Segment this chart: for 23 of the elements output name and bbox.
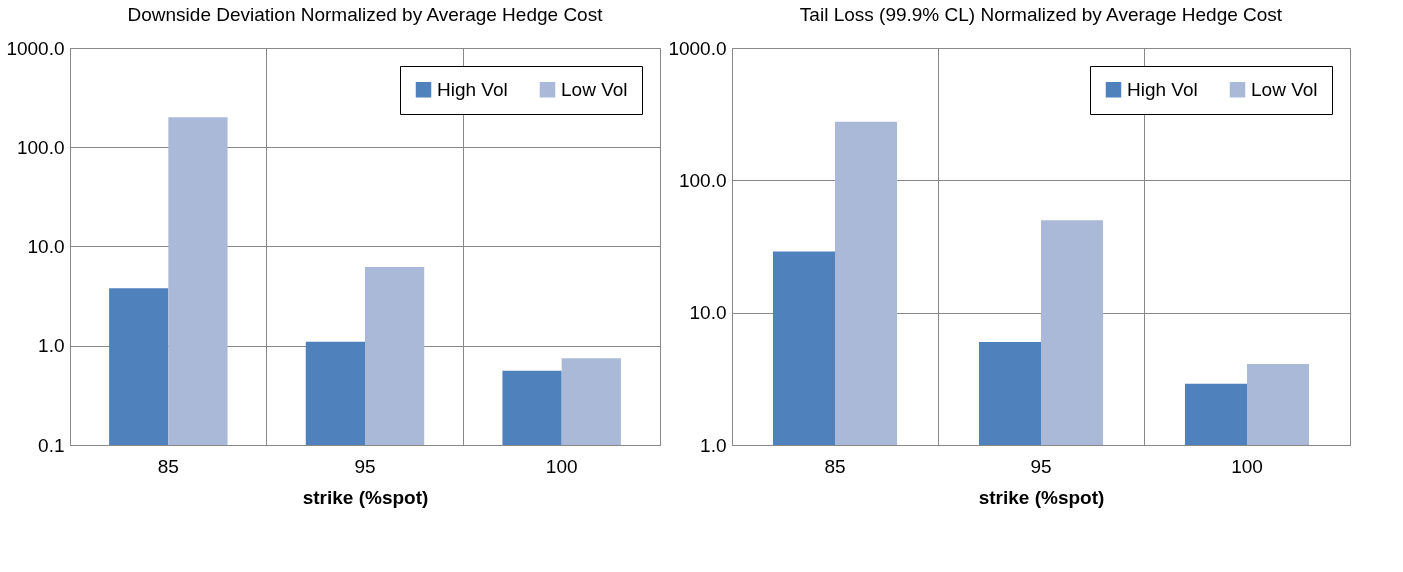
- x-tick-label: 100: [1231, 455, 1263, 477]
- y-tick-label: 100.0: [16, 136, 65, 158]
- y-tick-label: 10.0: [27, 236, 65, 257]
- x-axis-title: strike (%spot): [978, 486, 1105, 508]
- legend-label: High Vol: [1127, 78, 1198, 100]
- y-tick-label: 1000.0: [668, 37, 727, 59]
- y-tick-label: 1.0: [38, 335, 65, 357]
- x-tick-label: 95: [1030, 455, 1052, 477]
- y-tick-label: 1000.0: [6, 37, 65, 59]
- y-tick-label: 1.0: [700, 434, 727, 456]
- y-tick-label: 100.0: [678, 169, 727, 191]
- legend-label: Low Vol: [1251, 78, 1318, 100]
- chart-title: Downside Deviation Normalized by Average Hedge Cost: [127, 4, 604, 25]
- x-tick-label: 85: [824, 455, 846, 477]
- y-tick-label: 0.1: [38, 434, 65, 456]
- x-tick-label: 100: [545, 455, 578, 477]
- legend-label: Low Vol: [561, 78, 628, 100]
- chart-title: Tail Loss (99.9% CL) Normalized by Average Hedge Cost: [799, 4, 1283, 25]
- x-axis-title: strike (%spot): [302, 486, 429, 508]
- y-tick-label: 10.0: [689, 302, 727, 324]
- legend-label: High Vol: [437, 78, 508, 100]
- x-tick-label: 85: [157, 455, 179, 477]
- x-tick-label: 95: [354, 455, 376, 477]
